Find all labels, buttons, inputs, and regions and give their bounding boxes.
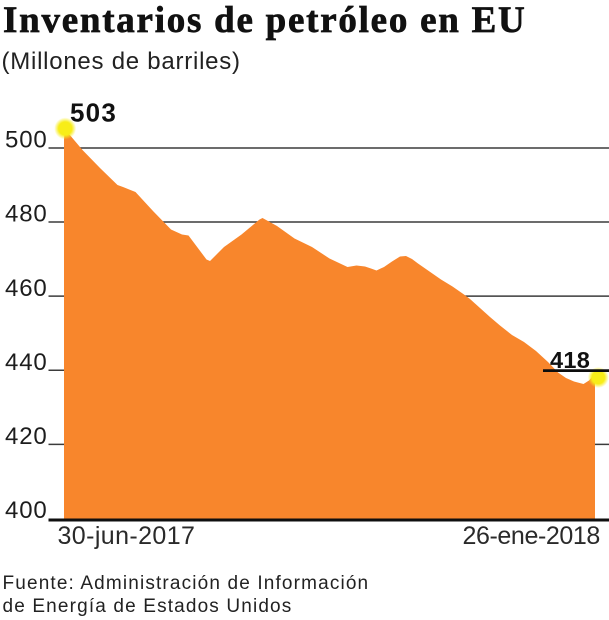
svg-text:440: 440 bbox=[5, 349, 47, 376]
svg-text:(Millones de barriles): (Millones de barriles) bbox=[2, 48, 241, 75]
svg-text:Inventarios de petróleo en EU: Inventarios de petróleo en EU bbox=[3, 0, 527, 41]
svg-text:de Energía de Estados Unidos: de Energía de Estados Unidos bbox=[3, 596, 293, 617]
svg-text:420: 420 bbox=[5, 423, 47, 450]
svg-text:30-jun-2017: 30-jun-2017 bbox=[58, 522, 196, 550]
svg-text:500: 500 bbox=[5, 127, 47, 154]
svg-text:26-ene-2018: 26-ene-2018 bbox=[463, 522, 600, 550]
svg-text:460: 460 bbox=[5, 275, 47, 302]
svg-text:418: 418 bbox=[550, 347, 590, 373]
svg-text:400: 400 bbox=[5, 497, 47, 524]
svg-text:503: 503 bbox=[70, 98, 117, 128]
svg-text:480: 480 bbox=[5, 201, 47, 228]
svg-text:Fuente: Administración de Info: Fuente: Administración de Información bbox=[3, 573, 370, 594]
